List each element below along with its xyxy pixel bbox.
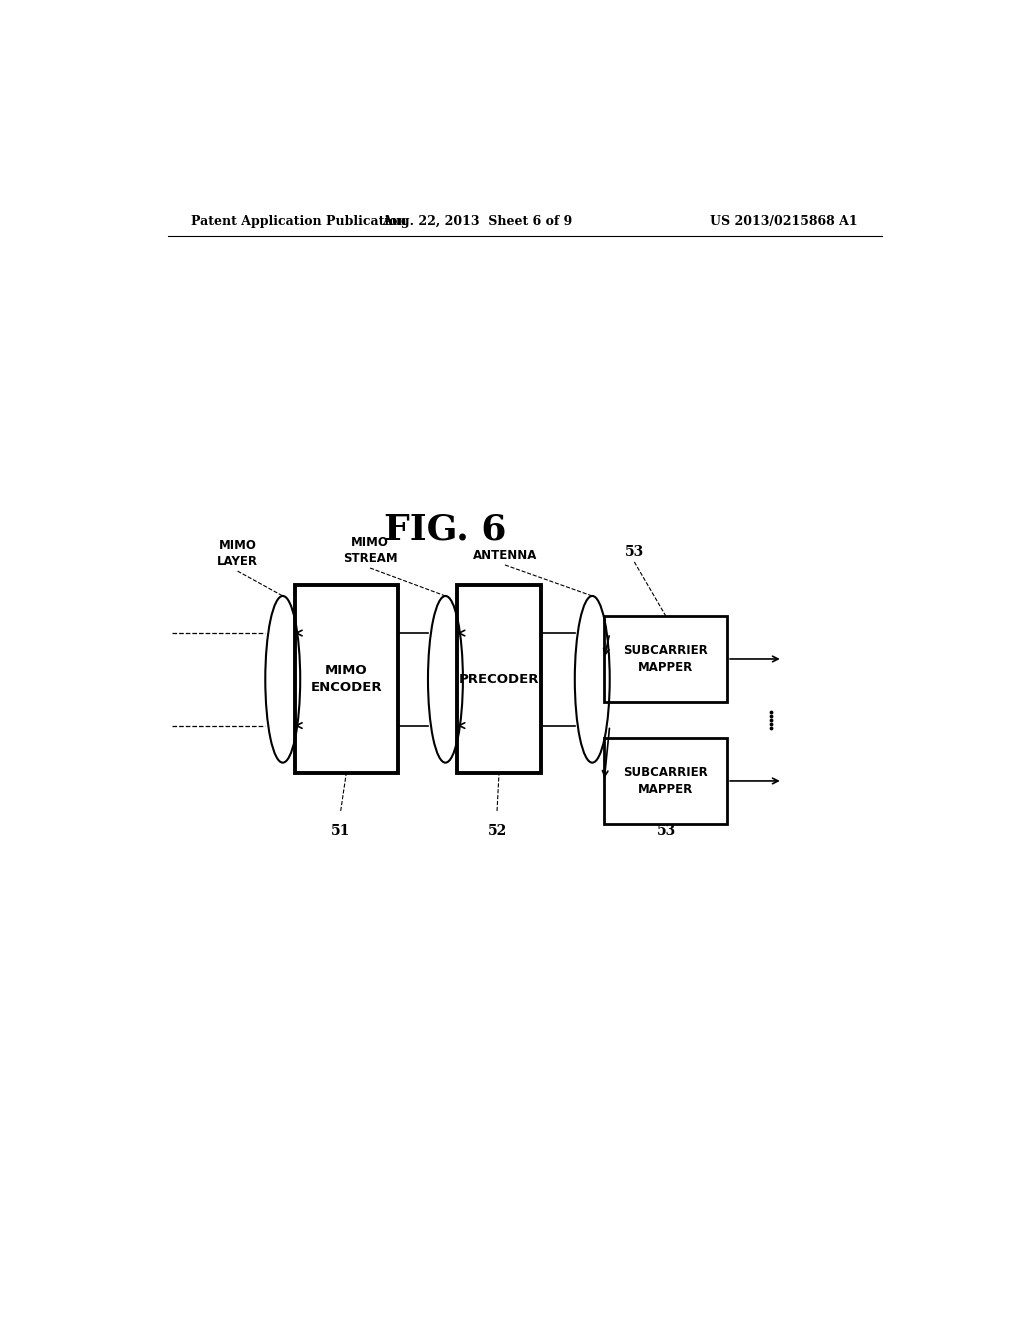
Text: PRECODER: PRECODER xyxy=(459,673,540,686)
Text: FIG. 6: FIG. 6 xyxy=(384,512,507,546)
Bar xyxy=(604,615,727,702)
Bar xyxy=(604,738,727,824)
Text: MIMO
ENCODER: MIMO ENCODER xyxy=(310,664,382,694)
Text: MIMO
STREAM: MIMO STREAM xyxy=(343,536,397,565)
Text: 52: 52 xyxy=(487,824,507,838)
Bar xyxy=(458,585,541,774)
Text: ANTENNA: ANTENNA xyxy=(473,549,538,562)
Text: Aug. 22, 2013  Sheet 6 of 9: Aug. 22, 2013 Sheet 6 of 9 xyxy=(382,215,572,228)
Text: SUBCARRIER
MAPPER: SUBCARRIER MAPPER xyxy=(624,766,708,796)
Text: 53: 53 xyxy=(625,545,644,558)
Text: SUBCARRIER
MAPPER: SUBCARRIER MAPPER xyxy=(624,644,708,675)
Text: 51: 51 xyxy=(331,824,350,838)
Text: US 2013/0215868 A1: US 2013/0215868 A1 xyxy=(711,215,858,228)
Bar xyxy=(295,585,397,774)
Text: Patent Application Publication: Patent Application Publication xyxy=(191,215,407,228)
Text: MIMO
LAYER: MIMO LAYER xyxy=(217,539,258,568)
Text: 53: 53 xyxy=(656,824,676,838)
